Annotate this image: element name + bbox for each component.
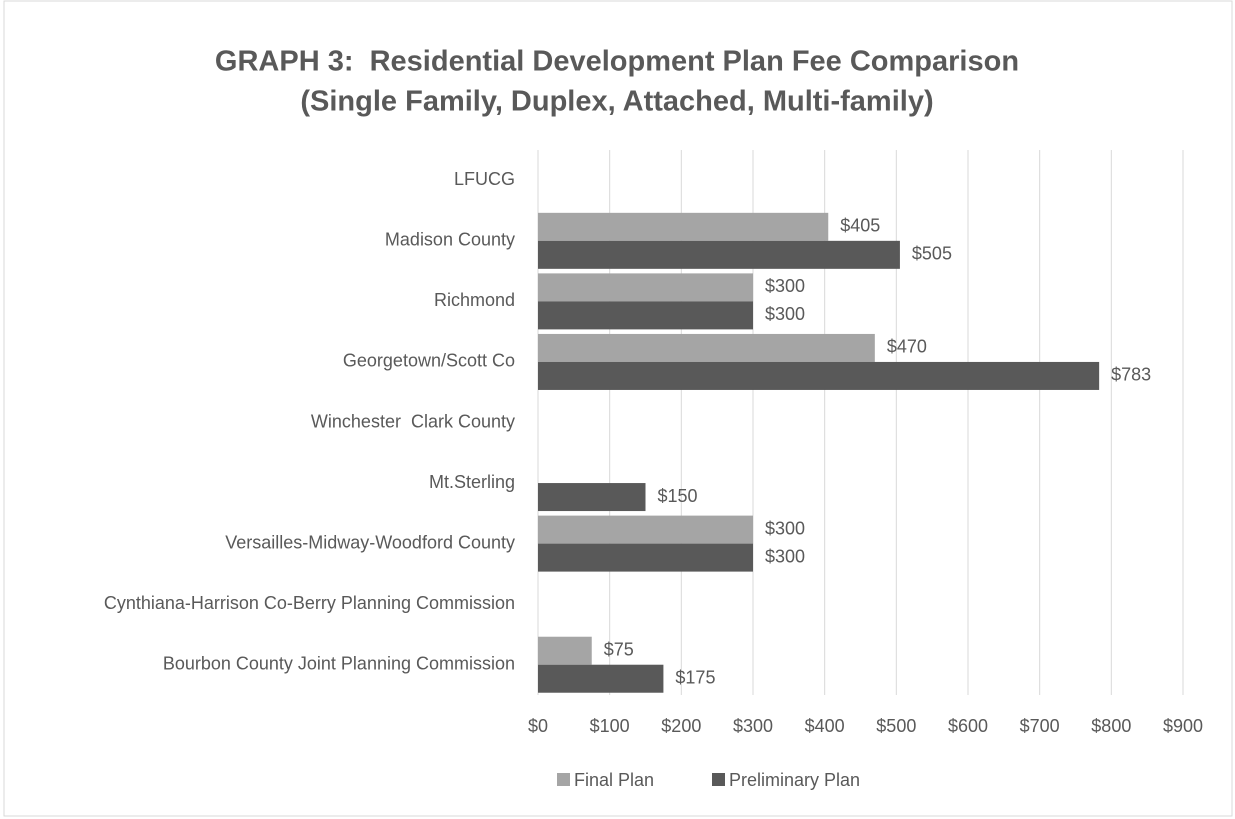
bar — [538, 212, 829, 241]
x-tick-label: $0 — [528, 716, 548, 736]
legend-swatch — [557, 773, 570, 786]
y-tick-label: Georgetown/Scott Co — [343, 351, 515, 371]
x-tick-label: $200 — [661, 716, 701, 736]
y-tick-label: Richmond — [434, 290, 515, 310]
data-label: $783 — [1111, 365, 1151, 385]
data-label: $300 — [765, 304, 805, 324]
bar — [538, 664, 664, 693]
x-tick-label: $300 — [733, 716, 773, 736]
chart-border — [3, 0, 1233, 817]
data-label: $505 — [912, 244, 952, 264]
bar — [538, 515, 753, 544]
y-tick-label: Versailles-Midway-Woodford County — [225, 532, 515, 552]
y-tick-label: Cynthiana-Harrison Co-Berry Planning Com… — [104, 593, 515, 613]
x-tick-label: $600 — [948, 716, 988, 736]
data-label: $405 — [840, 216, 880, 236]
chart-title: (Single Family, Duplex, Attached, Multi-… — [300, 86, 933, 118]
bar — [538, 636, 592, 665]
data-label: $150 — [658, 486, 698, 506]
data-label: $300 — [765, 546, 805, 566]
bar — [538, 273, 753, 302]
x-tick-label: $400 — [805, 716, 845, 736]
data-label: $175 — [675, 667, 715, 687]
data-label: $470 — [887, 337, 927, 357]
data-label: $300 — [765, 276, 805, 296]
bar — [538, 333, 875, 362]
x-tick-label: $700 — [1020, 716, 1060, 736]
legend-label: Preliminary Plan — [729, 770, 860, 790]
bar — [538, 240, 900, 269]
bar — [538, 301, 753, 330]
y-tick-label: LFUCG — [454, 169, 515, 189]
x-tick-label: $500 — [876, 716, 916, 736]
data-label: $75 — [604, 639, 634, 659]
bar — [538, 361, 1100, 390]
x-tick-label: $800 — [1091, 716, 1131, 736]
bar — [538, 483, 646, 512]
legend-label: Final Plan — [574, 770, 654, 790]
x-tick-label: $900 — [1163, 716, 1203, 736]
y-tick-label: Madison County — [385, 230, 515, 250]
legend-swatch — [712, 773, 725, 786]
bar — [538, 543, 753, 572]
y-tick-label: Winchester Clark County — [311, 411, 515, 431]
data-label: $300 — [765, 518, 805, 538]
y-tick-label: Mt.Sterling — [429, 472, 515, 492]
chart-title: GRAPH 3: Residential Development Plan Fe… — [215, 46, 1019, 78]
x-tick-label: $100 — [590, 716, 630, 736]
y-tick-label: Bourbon County Joint Planning Commission — [163, 653, 515, 673]
